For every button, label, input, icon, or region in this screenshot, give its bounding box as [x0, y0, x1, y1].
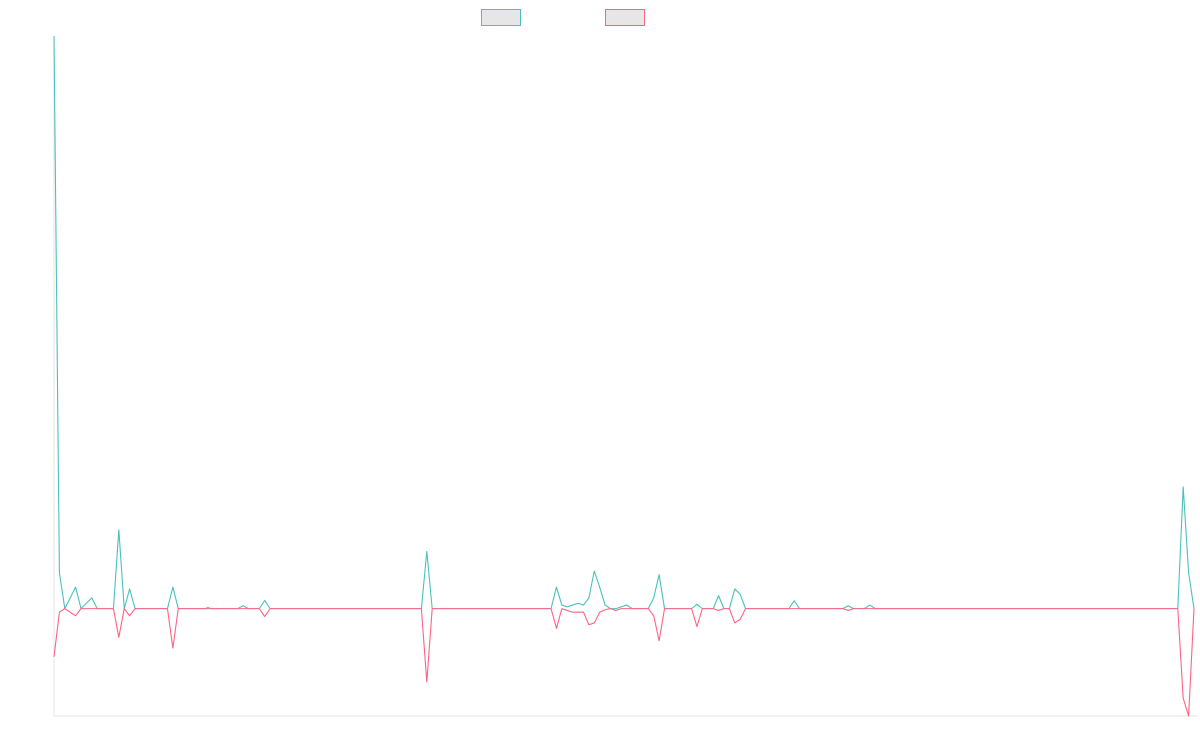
data-point-s2-26[interactable]	[560, 607, 564, 611]
data-point-s2-44[interactable]	[695, 625, 699, 629]
data-point-s1-19[interactable]	[263, 598, 267, 602]
data-point-s1-25[interactable]	[554, 585, 558, 589]
data-point-s2-50[interactable]	[733, 621, 737, 625]
data-point-s1-29[interactable]	[576, 601, 580, 605]
data-point-s1-48[interactable]	[717, 594, 721, 598]
data-point-s2-41[interactable]	[657, 639, 661, 643]
data-point-s2-24[interactable]	[549, 607, 553, 611]
data-point-s1-41[interactable]	[652, 596, 656, 600]
data-point-s2-11[interactable]	[133, 607, 137, 611]
data-point-s1-34[interactable]	[603, 603, 607, 607]
data-point-s1-10[interactable]	[128, 587, 132, 591]
data-point-s2-31[interactable]	[587, 623, 591, 627]
data-point-s2-5[interactable]	[90, 607, 94, 611]
data-point-s1-42[interactable]	[657, 573, 661, 577]
data-point-s2-14[interactable]	[176, 607, 180, 611]
data-point-s2-0[interactable]	[52, 655, 56, 659]
data-point-s2-36[interactable]	[614, 608, 618, 612]
data-point-s1-16[interactable]	[241, 604, 245, 608]
data-point-s2-48[interactable]	[722, 607, 726, 611]
data-point-s2-55[interactable]	[852, 607, 856, 611]
series-line-2	[53, 607, 1195, 717]
data-point-s2-43[interactable]	[690, 607, 694, 611]
data-point-s2-45[interactable]	[700, 607, 704, 611]
data-point-s2-46[interactable]	[711, 607, 715, 611]
data-point-s1-0[interactable]	[52, 34, 56, 38]
data-point-s2-42[interactable]	[663, 607, 667, 611]
data-point-s2-30[interactable]	[581, 610, 585, 614]
data-point-s2-13[interactable]	[171, 646, 175, 650]
data-point-s2-28[interactable]	[571, 610, 575, 614]
data-point-s1-58[interactable]	[846, 604, 850, 608]
data-point-s2-32[interactable]	[592, 621, 596, 625]
data-point-s1-22[interactable]	[425, 549, 429, 553]
data-point-s2-3[interactable]	[74, 614, 78, 618]
data-point-s2-58[interactable]	[1187, 714, 1191, 718]
data-point-s1-3[interactable]	[74, 585, 78, 589]
data-point-s2-39[interactable]	[646, 607, 650, 611]
data-point-s2-21[interactable]	[419, 607, 423, 611]
data-point-s2-51[interactable]	[738, 617, 742, 621]
data-point-s2-37[interactable]	[619, 607, 623, 611]
data-point-s1-38[interactable]	[625, 603, 629, 607]
chart-legend	[481, 9, 645, 26]
data-point-s2-18[interactable]	[257, 607, 261, 611]
data-point-s2-22[interactable]	[425, 680, 429, 684]
data-point-s2-9[interactable]	[122, 607, 126, 611]
data-point-s1-26[interactable]	[560, 603, 564, 607]
data-point-s1-33[interactable]	[598, 585, 602, 589]
data-point-s1-31[interactable]	[587, 596, 591, 600]
data-point-s2-49[interactable]	[727, 607, 731, 611]
data-point-s1-61[interactable]	[868, 603, 872, 607]
data-point-s2-1[interactable]	[57, 610, 61, 614]
data-point-s1-28[interactable]	[571, 603, 575, 607]
data-point-s1-55[interactable]	[792, 599, 796, 603]
data-point-s1-45[interactable]	[695, 602, 699, 606]
data-point-s2-4[interactable]	[79, 607, 83, 611]
data-point-s2-8[interactable]	[117, 635, 121, 639]
data-point-s1-1[interactable]	[57, 571, 61, 575]
data-point-s2-57[interactable]	[1181, 696, 1185, 700]
data-point-s2-23[interactable]	[430, 607, 434, 611]
data-point-s2-59[interactable]	[1192, 607, 1196, 611]
data-point-s2-17[interactable]	[209, 607, 213, 611]
data-point-s2-6[interactable]	[95, 607, 99, 611]
data-point-s1-64[interactable]	[1181, 485, 1185, 489]
data-point-s2-54[interactable]	[846, 608, 850, 612]
data-point-s2-47[interactable]	[717, 608, 721, 612]
data-point-s2-12[interactable]	[165, 607, 169, 611]
data-point-s2-29[interactable]	[576, 610, 580, 614]
data-point-s2-35[interactable]	[608, 607, 612, 611]
data-point-s2-10[interactable]	[128, 614, 132, 618]
data-point-s2-20[interactable]	[268, 607, 272, 611]
data-point-s2-52[interactable]	[744, 607, 748, 611]
data-point-s2-33[interactable]	[598, 610, 602, 614]
data-point-s1-5[interactable]	[90, 596, 94, 600]
data-point-s1-8[interactable]	[117, 528, 121, 532]
data-point-s1-13[interactable]	[171, 585, 175, 589]
data-point-s2-34[interactable]	[603, 608, 607, 612]
data-point-s1-51[interactable]	[733, 587, 737, 591]
chart-axes	[53, 36, 1198, 717]
data-point-s2-19[interactable]	[263, 615, 267, 619]
data-point-s2-7[interactable]	[111, 607, 115, 611]
legend-swatch-1[interactable]	[481, 9, 521, 26]
data-point-s2-53[interactable]	[841, 607, 845, 611]
data-point-s1-27[interactable]	[565, 605, 569, 609]
data-point-s1-52[interactable]	[738, 592, 742, 596]
data-point-s1-32[interactable]	[592, 569, 596, 573]
data-point-s2-38[interactable]	[630, 607, 634, 611]
data-point-s2-25[interactable]	[554, 626, 558, 630]
data-point-s2-27[interactable]	[565, 608, 569, 612]
data-point-s2-56[interactable]	[1176, 607, 1180, 611]
data-point-s2-40[interactable]	[652, 614, 656, 618]
data-point-s2-2[interactable]	[63, 607, 67, 611]
series-line-1	[53, 35, 1195, 610]
chart-series-group	[52, 34, 1196, 718]
legend-swatch-2[interactable]	[605, 9, 645, 26]
data-point-s1-30[interactable]	[581, 603, 585, 607]
data-point-s1-65[interactable]	[1187, 571, 1191, 575]
